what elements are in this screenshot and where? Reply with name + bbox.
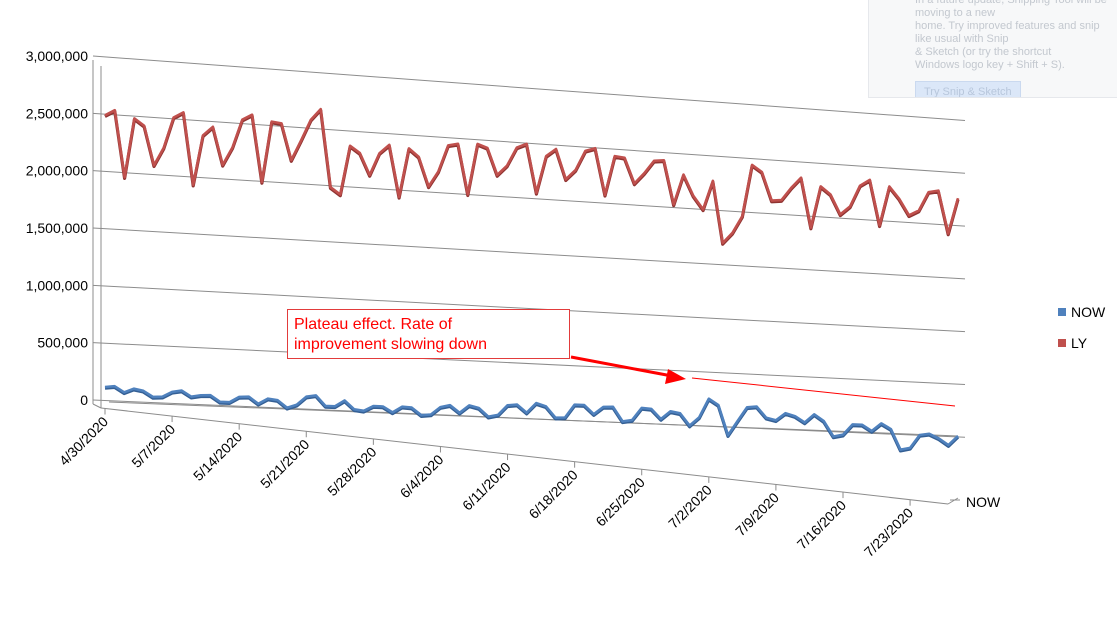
annotation-line-1: Plateau effect. Rate of: [294, 316, 453, 333]
gridline: [92, 227, 966, 280]
annotation-arrow-shaft: [570, 355, 673, 378]
y-tick-label: 0: [80, 392, 88, 408]
y-axis-ticks: 3,000,000 2,500,000 2,000,000 1,500,000 1,00…: [26, 48, 89, 408]
legend-ly-label: LY: [1071, 335, 1088, 351]
plateau-trend-line: [691, 377, 956, 407]
gridline: [92, 284, 966, 333]
legend-now-label: NOW: [1071, 304, 1106, 320]
legend-ly-swatch: [1058, 339, 1066, 347]
annotation-callout: Plateau effect. Rate of improvement slow…: [287, 309, 570, 359]
x-tick-label: 5/7/2020: [128, 421, 178, 471]
gridline: [92, 342, 966, 385]
y-tick-label: 1,500,000: [26, 220, 88, 236]
x-tick-label: 6/4/2020: [397, 451, 447, 501]
depth-axis-label: NOW: [966, 494, 1001, 510]
x-tick-label: 6/25/2020: [592, 474, 648, 530]
y-tick-label: 1,000,000: [26, 277, 88, 293]
snip-text-line: In a future update, Snipping Tool will b…: [915, 0, 1107, 19]
y-tick-label: 2,500,000: [26, 105, 88, 121]
snip-text-line: & Sketch (or try the shortcut: [915, 46, 1052, 58]
x-tick-label: 6/18/2020: [525, 466, 581, 522]
gridlines: [92, 55, 966, 438]
try-snip-sketch-button[interactable]: Try Snip & Sketch: [915, 81, 1021, 97]
gridline-top: [92, 55, 966, 121]
x-tick-label: 5/28/2020: [324, 444, 380, 500]
series-line-now: [104, 384, 959, 451]
floor-front-edge: [100, 407, 949, 505]
floor-back-edge: [108, 401, 959, 437]
snip-text-line: home. Try improved features and snip lik…: [915, 20, 1100, 45]
floor-right-edge: [947, 497, 959, 505]
series-line-ly: [104, 107, 960, 245]
x-tick-label: 5/21/2020: [257, 436, 313, 492]
x-tick-label: 7/16/2020: [794, 497, 850, 553]
gridline: [92, 170, 966, 227]
annotation-line-2: improvement slowing down: [294, 336, 487, 353]
x-tick-label: 6/11/2020: [459, 459, 514, 514]
x-tick-label: 7/9/2020: [732, 489, 782, 539]
y-tick-label: 3,000,000: [26, 48, 88, 64]
annotation-arrow-head: [665, 369, 686, 384]
x-tick-label: 7/2/2020: [665, 482, 715, 532]
y-tick-label: 500,000: [37, 335, 88, 351]
x-tick-label: 5/14/2020: [190, 428, 246, 484]
snip-text-line: Windows logo key + Shift + S).: [915, 59, 1065, 71]
floor-left-edge: [92, 403, 102, 409]
series-shadow-ly: [104, 108, 960, 246]
y-tick-label: 2,000,000: [26, 163, 88, 179]
gridline: [92, 112, 966, 174]
x-axis-ticks: 4/30/2020 5/7/2020 5/14/2020 5/21/2020 5/28/…: [56, 408, 917, 560]
x-tick-label: 7/23/2020: [861, 504, 917, 560]
x-tick-label: 4/30/2020: [56, 413, 112, 469]
legend-now-swatch: [1058, 308, 1066, 316]
snip-notification-overlay: In a future update, Snipping Tool will b…: [868, 0, 1117, 98]
series-layer: [104, 107, 960, 453]
